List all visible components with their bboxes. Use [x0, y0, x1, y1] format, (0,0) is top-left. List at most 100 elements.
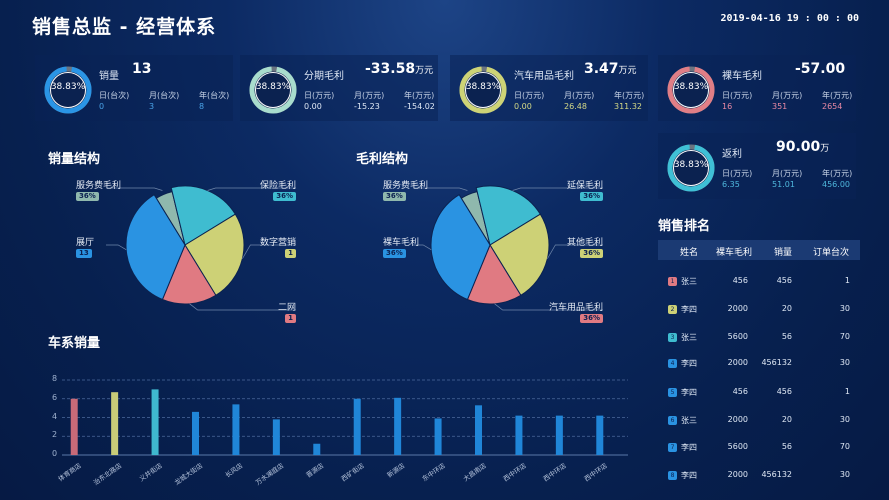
- pie-leader-line: [106, 244, 127, 250]
- page-title: 销售总监 - 经营体系: [32, 16, 217, 38]
- rank-badge: 2: [668, 305, 677, 314]
- pie-label-tag: 36%: [273, 192, 296, 201]
- pie-label-tag: 1: [285, 314, 296, 323]
- cell-name: 李四: [681, 359, 697, 368]
- cell-profit: 2000: [727, 304, 748, 313]
- cell-profit: 2000: [727, 415, 748, 424]
- cell-name-group: 5 李四: [668, 387, 697, 398]
- kpi-unit: 万元: [618, 66, 637, 76]
- col-sales: 销量: [774, 248, 793, 258]
- table-row[interactable]: 7 李四 5600 56 70: [658, 436, 860, 458]
- kpi-title: 汽车用品毛利: [514, 71, 574, 82]
- table-row[interactable]: 8 李四 2000 456132 30: [658, 464, 860, 486]
- pie-leader-line: [512, 187, 603, 191]
- rank-badge: 3: [668, 333, 677, 342]
- kpi-sub-value: -154.02: [404, 102, 435, 111]
- cell-name: 张三: [681, 416, 697, 425]
- pie-leader-line: [494, 303, 603, 311]
- pie-leader-line: [207, 187, 296, 191]
- kpi-sub-value: 311.32: [614, 102, 642, 111]
- pie-label-text: 延保毛利: [566, 181, 603, 191]
- cell-name-group: 6 张三: [668, 415, 697, 426]
- pie-label: 裸车毛利 36%: [383, 235, 419, 258]
- pie-label-tag: 36%: [580, 249, 603, 258]
- pie-label: 展厅 13: [76, 235, 94, 258]
- pie-label-tag: 36%: [580, 192, 603, 201]
- cell-sales: 56: [781, 332, 792, 341]
- cell-profit: 456: [732, 276, 748, 285]
- pie-label-tag: 36%: [383, 192, 406, 201]
- bar: [434, 418, 442, 455]
- pie-leader-line: [106, 187, 163, 191]
- kpi-sub-label: 年(万元): [822, 169, 853, 178]
- kpi-sub-value: -15.23: [354, 102, 380, 111]
- pie-label-tag: 13: [76, 249, 92, 258]
- cell-name-group: 2 李四: [668, 304, 697, 315]
- pie-label-text: 汽车用品毛利: [548, 303, 603, 313]
- kpi-sub-value: 16: [722, 102, 733, 111]
- kpi-sub-value: 3: [149, 102, 155, 111]
- ring-percent: 38.83%: [673, 82, 709, 92]
- pie-slice: [161, 243, 217, 305]
- table-row[interactable]: 3 张三 5600 56 70: [658, 326, 860, 348]
- kpi-sub-label: 月(万元): [772, 91, 803, 100]
- cell-sales: 456132: [761, 470, 792, 479]
- table-row[interactable]: 5 李四 456 456 1: [658, 381, 860, 403]
- pie-slice: [125, 194, 186, 301]
- cell-orders: 70: [839, 442, 850, 451]
- pie-label-text: 服务费毛利: [76, 181, 122, 191]
- section-title-ranking: 销售排名: [658, 219, 711, 234]
- bar: [515, 415, 523, 455]
- kpi-value: -33.58: [365, 61, 416, 77]
- pie-label: 保险毛利 36%: [260, 178, 296, 201]
- kpi-sub-label: 月(台次): [149, 91, 180, 100]
- table-row[interactable]: 4 李四 2000 456132 30: [658, 352, 860, 374]
- progress-ring-icon: [459, 66, 507, 114]
- bar: [313, 443, 321, 455]
- y-tick-label: 4: [52, 411, 58, 421]
- cell-sales: 456: [776, 387, 792, 396]
- kpi-sub-label: 日(台次): [99, 91, 130, 100]
- cell-name: 李四: [681, 443, 697, 452]
- kpi-sub-value: 456.00: [822, 180, 850, 189]
- ring-percent: 38.83%: [465, 82, 501, 92]
- cell-orders: 1: [844, 387, 850, 396]
- kpi-value: 13: [132, 61, 152, 77]
- pie-slice: [184, 213, 245, 296]
- cell-profit: 5600: [727, 442, 748, 451]
- pie-label-tag: 36%: [580, 314, 603, 323]
- cell-name: 李四: [681, 471, 697, 480]
- kpi-sub-label: 年(万元): [614, 91, 645, 100]
- table-row[interactable]: 6 张三 2000 20 30: [658, 409, 860, 431]
- progress-ring-icon: [249, 66, 297, 114]
- bar: [555, 415, 563, 455]
- cell-name: 李四: [681, 388, 697, 397]
- pie-label: 服务费毛利 36%: [383, 178, 428, 201]
- pie-label: 延保毛利 36%: [567, 178, 603, 201]
- kpi-sub-value: 0.00: [514, 102, 532, 111]
- kpi-sub-label: 日(万元): [722, 91, 753, 100]
- pie-leader-line: [189, 303, 296, 311]
- ranking-table-header: 姓名 裸车毛利 销量 订单台次: [658, 240, 860, 260]
- bar: [596, 415, 604, 455]
- cell-profit: 2000: [727, 470, 748, 479]
- bar: [353, 398, 361, 455]
- kpi-sub-value: 51.01: [772, 180, 795, 189]
- cell-name: 李四: [681, 305, 697, 314]
- table-row[interactable]: 1 张三 456 456 1: [658, 270, 860, 292]
- cell-profit: 2000: [727, 358, 748, 367]
- col-name: 姓名: [680, 248, 699, 258]
- kpi-title: 销量: [99, 71, 119, 82]
- kpi-sub-value: 8: [199, 102, 205, 111]
- section-title-profit-structure: 毛利结构: [356, 152, 409, 167]
- col-orders: 订单台次: [813, 248, 850, 258]
- cell-orders: 70: [839, 332, 850, 341]
- pie-label: 数字营销 1: [260, 235, 296, 258]
- kpi-sub-label: 月(万元): [564, 91, 595, 100]
- col-profit: 裸车毛利: [716, 248, 753, 258]
- cell-orders: 1: [844, 276, 850, 285]
- kpi-sub-label: 日(万元): [722, 169, 753, 178]
- cell-profit: 456: [732, 387, 748, 396]
- cell-sales: 456132: [761, 358, 792, 367]
- table-row[interactable]: 2 李四 2000 20 30: [658, 298, 860, 320]
